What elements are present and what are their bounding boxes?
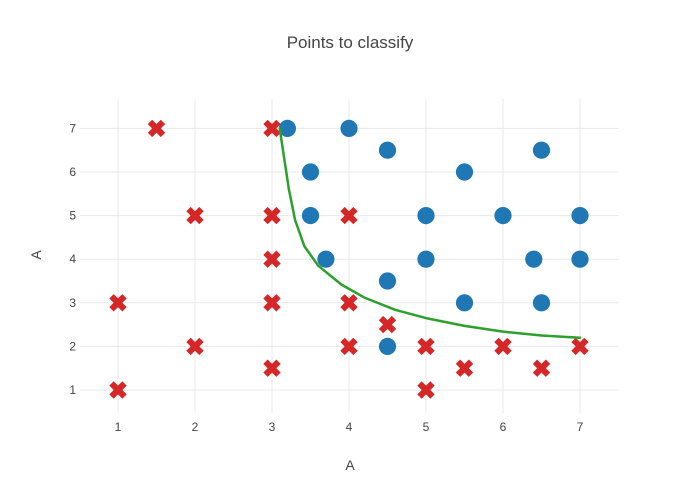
class-blue-circle-marker bbox=[378, 141, 397, 159]
class-red-x-marker bbox=[263, 359, 281, 377]
class-blue-circle-marker bbox=[301, 207, 320, 225]
class-red-x-marker bbox=[186, 206, 204, 225]
x-tick-label: 6 bbox=[500, 420, 507, 434]
class-blue-circle-marker bbox=[525, 250, 543, 268]
class-red-x-marker bbox=[532, 359, 551, 377]
class-blue-circle-marker bbox=[340, 119, 358, 137]
class-blue-circle-marker bbox=[571, 207, 589, 225]
class-red-x-marker bbox=[340, 337, 358, 356]
class-blue-circle-marker bbox=[455, 163, 474, 181]
y-tick-label: 2 bbox=[69, 339, 76, 353]
y-tick-label: 4 bbox=[69, 252, 76, 266]
x-tick-label: 4 bbox=[346, 420, 353, 434]
x-tick-label: 5 bbox=[423, 420, 430, 434]
class-blue-circle-marker bbox=[378, 272, 397, 290]
class-blue-circle-marker bbox=[317, 250, 335, 268]
y-axis-title: A bbox=[28, 250, 44, 260]
class-red-x-marker bbox=[417, 381, 435, 399]
class-blue-circle-marker bbox=[571, 250, 589, 268]
decision-boundary-line bbox=[278, 127, 582, 339]
class-red-x-marker bbox=[417, 337, 435, 356]
class-red-x-marker bbox=[263, 119, 281, 138]
class-red-x-marker bbox=[186, 337, 204, 356]
class-red-x-marker bbox=[378, 315, 397, 334]
class-blue-circle-marker bbox=[532, 294, 551, 312]
chart-title: Points to classify bbox=[286, 33, 414, 52]
y-tick-label: 6 bbox=[69, 165, 76, 179]
class-red-x-marker bbox=[455, 359, 474, 377]
class-red-x-marker bbox=[109, 381, 127, 399]
class-red-x-marker bbox=[263, 250, 281, 268]
class-red-x-marker bbox=[263, 294, 281, 312]
class-red-x-marker bbox=[263, 206, 281, 225]
x-tick-label: 3 bbox=[269, 420, 276, 434]
y-tick-label: 7 bbox=[69, 121, 76, 135]
class-blue-circle-marker bbox=[455, 294, 474, 312]
class-blue-circle-marker bbox=[417, 207, 435, 225]
x-tick-label: 1 bbox=[115, 420, 122, 434]
x-tick-label: 7 bbox=[577, 420, 584, 434]
class-red-x-marker bbox=[340, 206, 358, 225]
class-red-x-marker bbox=[109, 294, 127, 312]
class-blue-circle-marker bbox=[301, 163, 320, 181]
y-tick-label: 1 bbox=[69, 383, 76, 397]
x-tick-label: 2 bbox=[192, 420, 199, 434]
x-axis-title: A bbox=[345, 457, 355, 473]
class-red-x-marker bbox=[147, 119, 166, 138]
y-tick-label: 3 bbox=[69, 296, 76, 310]
class-blue-circle-marker bbox=[278, 119, 296, 137]
class-blue-circle-marker bbox=[532, 141, 551, 159]
class-red-x-marker bbox=[494, 337, 512, 356]
class-red-x-marker bbox=[340, 294, 358, 312]
class-blue-circle-marker bbox=[494, 207, 512, 225]
y-tick-label: 5 bbox=[69, 209, 76, 223]
class-red-x-marker bbox=[571, 337, 589, 356]
class-blue-circle-marker bbox=[417, 250, 435, 268]
class-blue-circle-marker bbox=[378, 337, 397, 355]
